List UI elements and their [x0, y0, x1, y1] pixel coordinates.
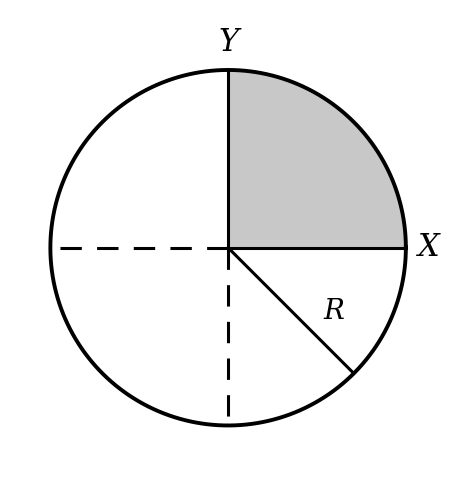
Text: Y: Y — [218, 27, 238, 57]
Wedge shape — [228, 70, 406, 248]
Text: R: R — [324, 298, 345, 325]
Text: X: X — [419, 232, 440, 263]
